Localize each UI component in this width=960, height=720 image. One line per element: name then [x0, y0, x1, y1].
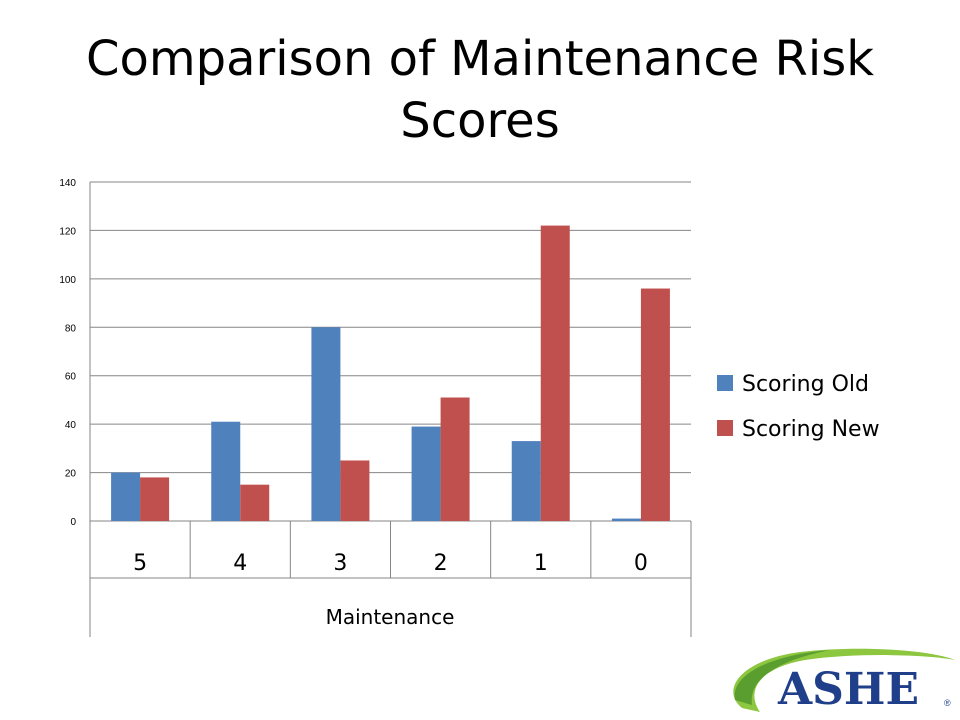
x-tick-label: 0 [634, 551, 648, 576]
x-tick-labels: 5 4 3 2 1 0 [133, 551, 648, 576]
x-tick-label: 4 [233, 551, 247, 576]
chart-frame [89, 182, 692, 637]
y-tick-label: 0 [70, 517, 76, 528]
legend-swatch [717, 420, 733, 436]
bar-scoring-old-3 [311, 327, 341, 521]
logo-swoosh-shadow [734, 650, 830, 705]
y-tick-label: 40 [65, 420, 77, 431]
bar-scoring-new-2 [440, 397, 470, 521]
legend-swatch [717, 375, 733, 391]
logo-text: ASHE [777, 664, 919, 715]
logo-swoosh [733, 648, 955, 712]
x-tick-label: 2 [434, 551, 448, 576]
x-tick-label: 3 [333, 551, 347, 576]
bar-scoring-new-5 [140, 477, 170, 521]
gridlines [90, 181, 691, 522]
bar-scoring-new-3 [340, 460, 370, 521]
y-tick-label: 100 [59, 275, 76, 286]
y-tick-label: 140 [59, 178, 76, 189]
bar-scoring-old-2 [411, 426, 441, 521]
bar-scoring-old-4 [211, 421, 241, 521]
legend-label: Scoring New [742, 417, 880, 442]
y-tick-label: 20 [65, 469, 77, 480]
ashe-logo: ASHE ® [733, 648, 955, 715]
bar-scoring-new-4 [240, 484, 270, 521]
registered-mark: ® [944, 698, 951, 708]
legend-label: Scoring Old [742, 372, 869, 397]
bar-scoring-old-0 [611, 518, 641, 521]
bar-scoring-old-1 [511, 441, 541, 521]
legend: Scoring Old Scoring New [717, 372, 880, 442]
chart-title: Comparison of Maintenance Risk Scores [85, 31, 875, 149]
x-axis-title: Maintenance [326, 605, 455, 629]
bar-scoring-new-1 [540, 225, 570, 522]
bars [111, 225, 670, 522]
x-tick-label: 5 [133, 551, 147, 576]
y-tick-label: 120 [59, 226, 76, 237]
bar-scoring-old-5 [111, 472, 141, 521]
bar-scoring-new-0 [640, 288, 670, 521]
y-tick-label: 80 [65, 323, 77, 334]
y-tick-labels: 0 20 40 60 80 100 120 140 [59, 178, 76, 528]
y-tick-label: 60 [65, 372, 77, 383]
x-tick-label: 1 [534, 551, 548, 576]
